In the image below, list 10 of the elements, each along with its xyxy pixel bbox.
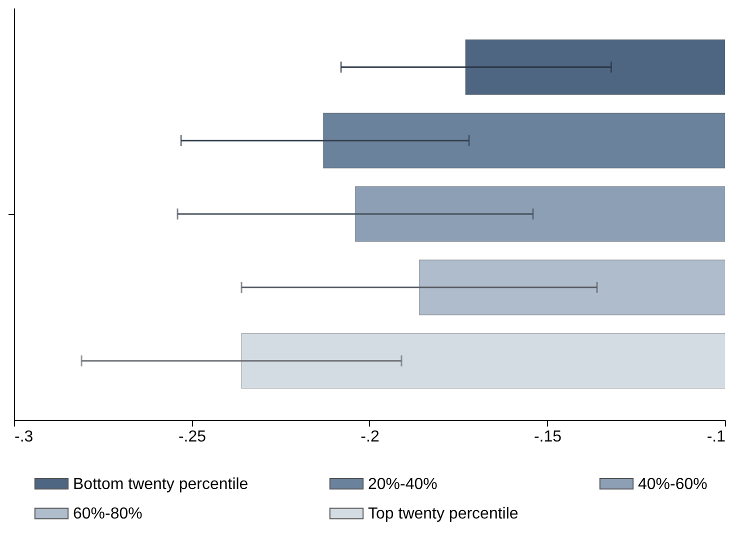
legend-label: 40%-60% — [638, 476, 708, 493]
x-tick-label: -.2 — [360, 428, 380, 446]
legend-label: Bottom twenty percentile — [73, 476, 248, 493]
legend-label: 60%-80% — [73, 506, 142, 522]
x-tick-label: -.15 — [534, 428, 562, 446]
legend-label: Top twenty percentile — [368, 506, 518, 522]
legend-label: 20%-40% — [368, 476, 438, 493]
x-tick-label: -.1 — [706, 428, 726, 446]
x-tick-label: -.3 — [14, 428, 34, 446]
x-tick-label: -.25 — [178, 428, 206, 446]
